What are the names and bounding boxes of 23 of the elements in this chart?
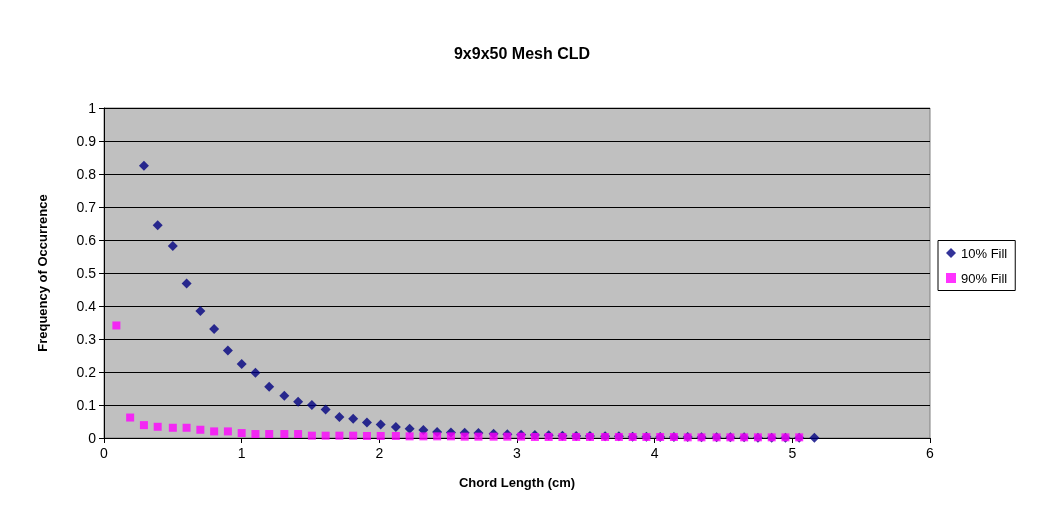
x-tick-label: 6 — [926, 445, 935, 461]
legend-label: 10% Fill — [961, 245, 1008, 261]
x-tick-label: 5 — [788, 445, 797, 461]
y-tick-label: 0.3 — [76, 331, 97, 347]
y-tick-label: 0.1 — [76, 397, 97, 413]
y-tick-label: 0.8 — [76, 166, 97, 182]
x-axis-title: Chord Length (cm) — [458, 475, 576, 490]
x-tick-label: 3 — [513, 445, 522, 461]
y-tick-label: 1 — [88, 100, 97, 116]
y-tick-label: 0.9 — [76, 133, 97, 149]
y-tick-label: 0.6 — [76, 232, 97, 248]
y-tick-label: 0.5 — [76, 265, 97, 281]
legend-label: 90% Fill — [961, 270, 1008, 286]
x-tick-label: 0 — [100, 445, 109, 461]
y-axis-title: Frequency of Occurrence — [35, 194, 50, 352]
y-tick-label: 0.7 — [76, 199, 97, 215]
chart-title: 9x9x50 Mesh CLD — [453, 44, 591, 62]
x-tick-label: 1 — [237, 445, 246, 461]
x-tick-label: 4 — [650, 445, 659, 461]
y-tick-label: 0.4 — [76, 298, 97, 314]
x-tick-label: 2 — [375, 445, 384, 461]
y-tick-label: 0.2 — [76, 364, 97, 380]
y-tick-label: 0 — [88, 430, 97, 446]
